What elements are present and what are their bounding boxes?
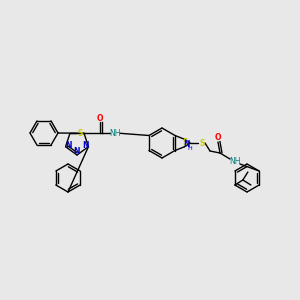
Text: NH: NH — [229, 157, 241, 166]
Text: H: H — [187, 146, 192, 151]
Text: O: O — [215, 134, 221, 142]
Text: O: O — [97, 114, 103, 123]
Text: NH: NH — [109, 129, 121, 138]
Text: S: S — [199, 139, 205, 148]
Text: S: S — [77, 129, 83, 138]
Text: S: S — [183, 138, 188, 147]
Text: N: N — [65, 141, 72, 150]
Text: N: N — [74, 146, 80, 155]
Text: N: N — [183, 140, 190, 149]
Text: N: N — [82, 141, 89, 150]
